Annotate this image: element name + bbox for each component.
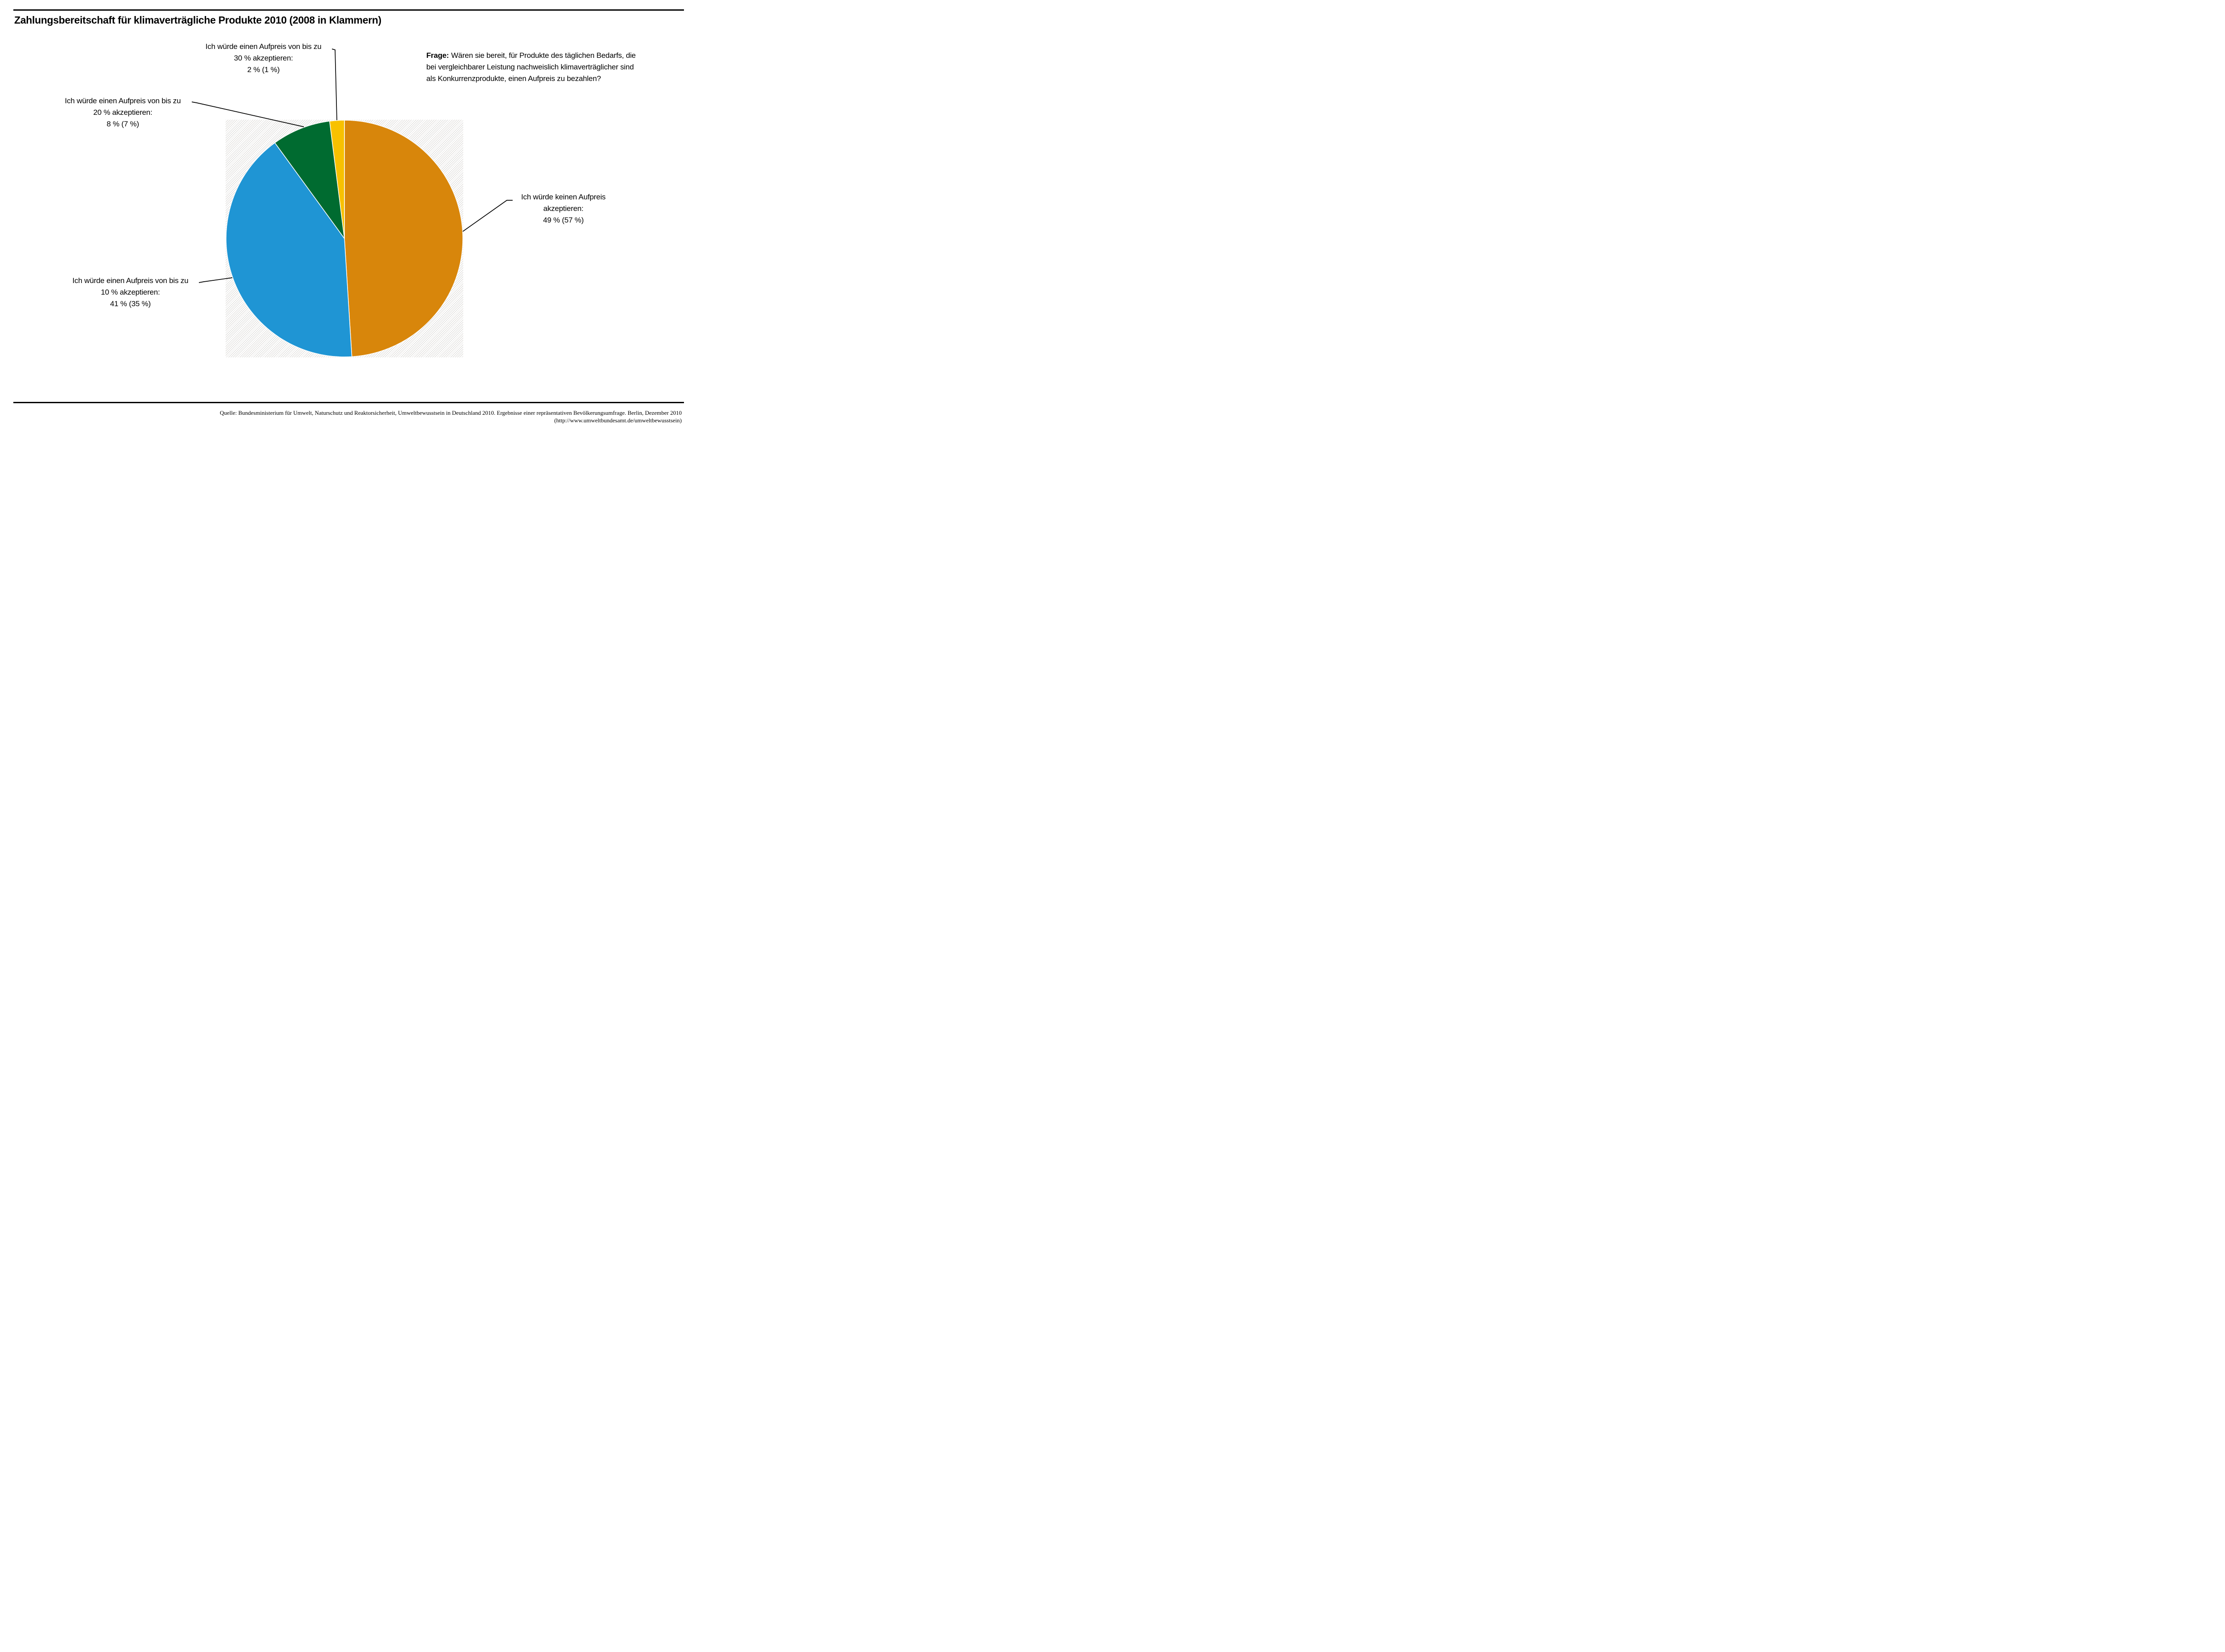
pie-label-line: akzeptieren:	[543, 204, 584, 213]
pie-label-line: Ich würde keinen Aufpreis	[521, 193, 606, 201]
source-line: Quelle: Bundesministerium für Umwelt, Na…	[219, 409, 682, 416]
question-line: als Konkurrenzprodukte, einen Aufpreis z…	[426, 74, 601, 83]
pie-label-value: 41 % (35 %)	[110, 300, 151, 308]
pie-label-bis-30-prozent: Ich würde einen Aufpreis von bis zu 30 %…	[188, 41, 339, 76]
pie-label-line: 30 % akzeptieren:	[234, 54, 293, 62]
pie-label-line: Ich würde einen Aufpreis von bis zu	[65, 97, 181, 105]
pie-label-value: 2 % (1 %)	[247, 65, 280, 74]
pie-label-kein-aufpreis: Ich würde keinen Aufpreis akzeptieren: 4…	[488, 191, 639, 226]
pie-slice-kein-aufpreis	[344, 120, 463, 357]
question-text: Wären sie bereit, für Produkte des tägli…	[451, 51, 636, 60]
pie-label-line: 10 % akzeptieren:	[101, 288, 160, 296]
pie-slice-bis-30-prozent	[329, 120, 345, 239]
question-line: bei vergleichbarer Leistung nachweislich…	[426, 63, 634, 71]
hatched-backdrop	[226, 120, 463, 357]
bottom-rule	[13, 402, 684, 403]
source-line: (http://www.umweltbundesamt.de/umweltbew…	[554, 417, 682, 424]
pie-label-bis-20-prozent: Ich würde einen Aufpreis von bis zu 20 %…	[47, 95, 198, 130]
pie-label-line: Ich würde einen Aufpreis von bis zu	[72, 276, 189, 285]
source-citation: Quelle: Bundesministerium für Umwelt, Na…	[220, 409, 682, 424]
page-title: Zahlungsbereitschaft für klimaverträglic…	[14, 14, 381, 26]
top-rule	[13, 9, 684, 11]
pie-label-line: Ich würde einen Aufpreis von bis zu	[205, 42, 322, 51]
pie-slice-bis-20-prozent	[274, 121, 345, 239]
survey-question: Frage: Wären sie bereit, für Produkte des…	[426, 50, 684, 85]
pie-slice-bis-10-prozent	[226, 142, 352, 357]
question-prefix: Frage:	[426, 51, 449, 60]
infographic-page: { "title": "Zahlungsbereitschaft für kli…	[0, 0, 698, 437]
pie-chart	[226, 120, 463, 357]
pie-label-value: 49 % (57 %)	[543, 216, 584, 224]
pie-label-line: 20 % akzeptieren:	[93, 108, 153, 117]
pie-label-value: 8 % (7 %)	[106, 120, 139, 128]
question-line: Frage: Wären sie bereit, für Produkte des…	[426, 50, 684, 61]
pie-label-bis-10-prozent: Ich würde einen Aufpreis von bis zu 10 %…	[55, 275, 206, 310]
